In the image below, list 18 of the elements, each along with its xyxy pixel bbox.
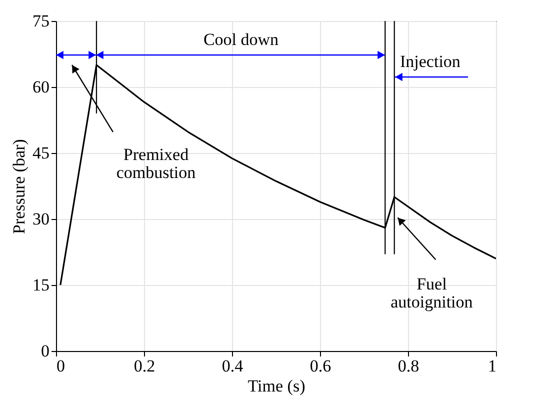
y-tick-label: 30 xyxy=(32,210,50,228)
x-tick-label: 0 xyxy=(56,356,65,376)
annotation: Cool down xyxy=(203,30,280,49)
y-tick-label: 75 xyxy=(32,12,50,30)
y-tick-label: 60 xyxy=(32,78,50,96)
y-axis-title: Pressure (bar) xyxy=(10,139,28,234)
x-tick-label: 0.6 xyxy=(310,356,332,376)
x-axis-title: Time (s) xyxy=(248,376,306,396)
annotation: Injection xyxy=(400,52,461,71)
x-tick-label: 0.2 xyxy=(134,356,156,376)
x-tick-label: 0.4 xyxy=(222,356,244,376)
x-tick-label: 1 xyxy=(488,356,496,376)
y-tick-label: 45 xyxy=(32,144,50,162)
x-tick-label: 0.8 xyxy=(398,356,420,376)
y-tick-label: 15 xyxy=(32,276,50,294)
annotation: Premixed combustion xyxy=(116,145,196,182)
y-tick-label: 0 xyxy=(41,342,50,360)
annotation: Fuel autoignition xyxy=(390,274,474,312)
